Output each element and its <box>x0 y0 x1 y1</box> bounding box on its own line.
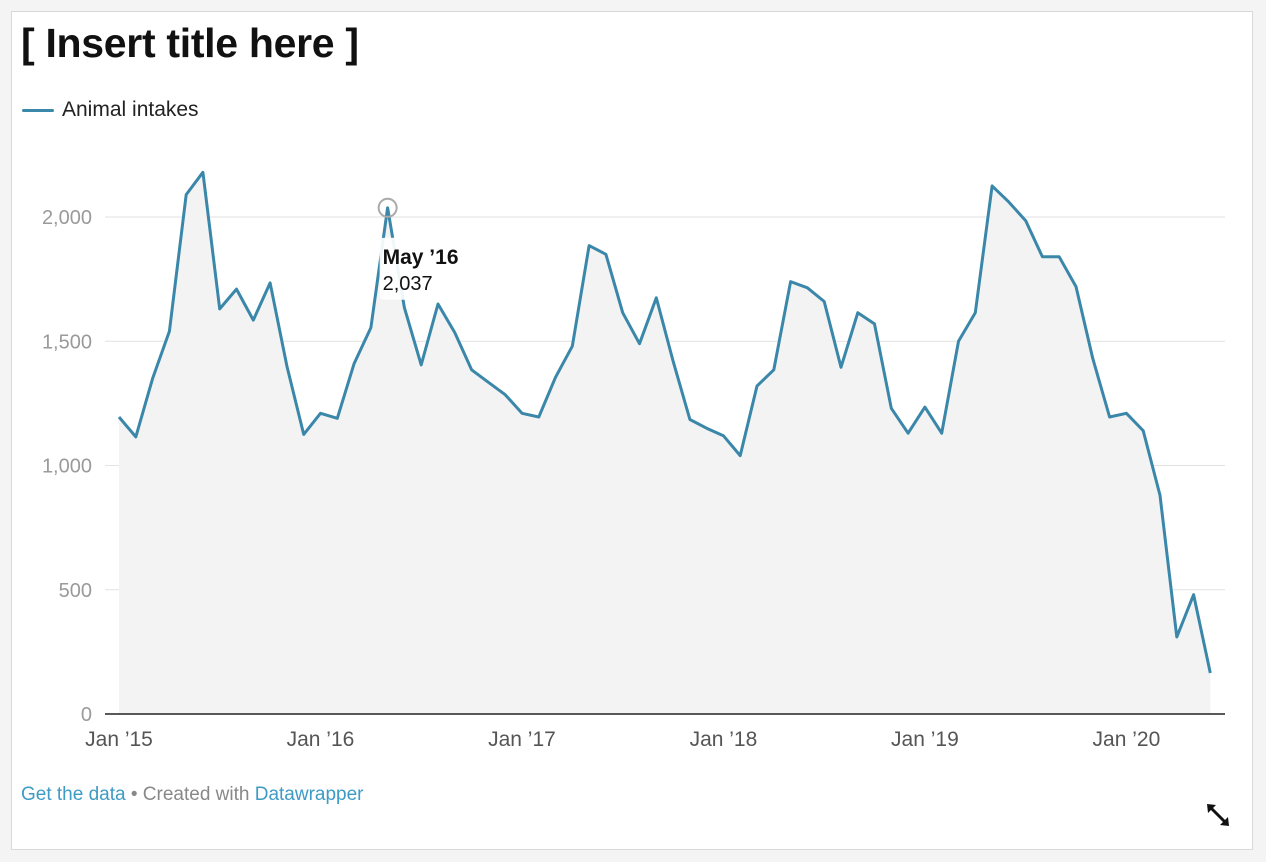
x-tick-label: Jan ’20 <box>1093 728 1161 751</box>
y-tick-label: 0 <box>81 704 92 726</box>
chart-title: [ Insert title here ] <box>21 20 359 66</box>
x-tick-label: Jan ’16 <box>287 728 355 751</box>
x-tick-label: Jan ’18 <box>690 728 758 751</box>
y-tick-label: 500 <box>59 580 92 602</box>
get-data-link[interactable]: Get the data <box>21 784 126 805</box>
y-tick-label: 2,000 <box>42 207 92 229</box>
tooltip-value: 2,037 <box>383 273 433 295</box>
tooltip-marker <box>377 197 398 218</box>
series-area <box>119 172 1211 715</box>
y-tick-label: 1,500 <box>42 331 92 353</box>
datawrapper-link[interactable]: Datawrapper <box>254 784 364 805</box>
x-tick-label: Jan ’17 <box>488 728 556 751</box>
series-line <box>117 170 1212 674</box>
legend: Animal intakes <box>22 98 199 122</box>
tooltip-label: May ’16 <box>383 246 459 269</box>
x-tick-label: Jan ’19 <box>891 728 959 751</box>
tooltip-box <box>379 237 472 300</box>
x-tick-label: Jan ’15 <box>85 728 153 751</box>
y-tick-label: 1,000 <box>42 456 92 478</box>
expand-icon[interactable] <box>1205 802 1231 828</box>
footer-separator: • Created with <box>125 784 255 805</box>
footer: Get the data • Created with Datawrapper <box>21 784 364 806</box>
legend-swatch <box>22 108 54 112</box>
legend-label: Animal intakes <box>62 98 199 121</box>
